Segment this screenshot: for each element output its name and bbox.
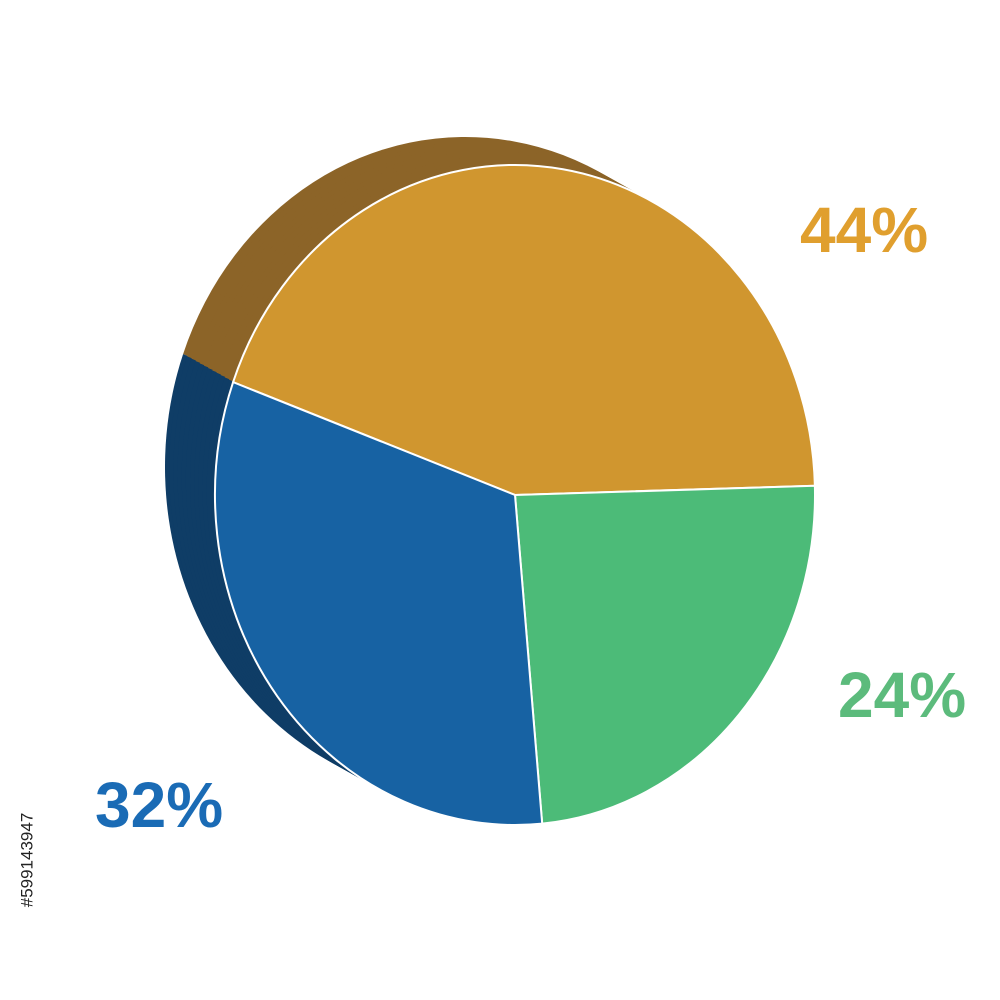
slice bbox=[214, 380, 544, 826]
value-label: 32% bbox=[95, 769, 223, 841]
value-label: 24% bbox=[838, 659, 966, 731]
value-label: 44% bbox=[800, 194, 928, 266]
slice bbox=[231, 164, 816, 497]
slice bbox=[513, 484, 816, 825]
stock-id: #599143947 bbox=[17, 813, 36, 908]
